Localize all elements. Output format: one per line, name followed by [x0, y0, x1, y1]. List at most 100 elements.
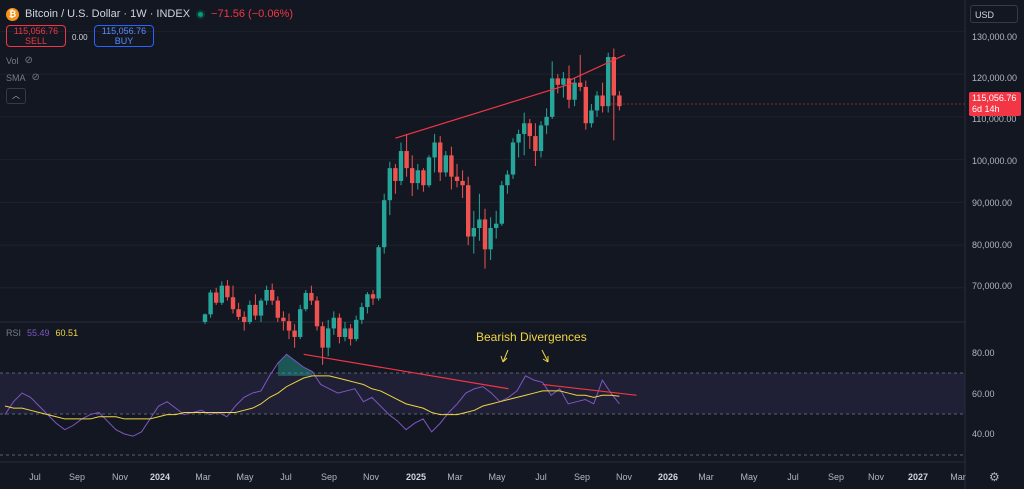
- candle-body: [320, 326, 325, 348]
- time-tick: Mar: [950, 472, 966, 482]
- buy-button[interactable]: 115,056.76 BUY: [94, 25, 154, 47]
- currency-button[interactable]: USD: [970, 5, 1018, 23]
- candle-body: [286, 321, 292, 331]
- symbol-title[interactable]: Bitcoin / U.S. Dollar · 1W · INDEX: [25, 8, 191, 20]
- rsi-legend[interactable]: RSI 55.49 60.51: [6, 328, 78, 338]
- candles: [202, 48, 622, 365]
- candle-body: [230, 297, 236, 310]
- rsi-label: RSI: [6, 328, 22, 338]
- candle-body: [370, 294, 376, 299]
- candle-body: [337, 317, 342, 337]
- candle-body: [606, 57, 611, 107]
- candle-body: [572, 82, 577, 100]
- candle-body: [516, 133, 521, 143]
- collapse-icon[interactable]: ︿: [6, 88, 26, 104]
- price-tick: 110,000.00: [972, 114, 1017, 124]
- candle-body: [202, 314, 208, 322]
- rsi-overbought-fill: [278, 354, 313, 376]
- indicator-vol[interactable]: Vol ⊘: [6, 55, 33, 66]
- candle-body: [510, 142, 516, 175]
- gear-icon[interactable]: ⚙: [989, 470, 1000, 484]
- sell-button[interactable]: 115,056.76 SELL: [6, 25, 66, 47]
- trendline: [303, 353, 509, 390]
- spread-value: 0.00: [72, 33, 88, 42]
- candle-body: [331, 317, 336, 329]
- candle-body: [247, 304, 252, 322]
- candle-body: [617, 95, 622, 107]
- candle-body: [298, 309, 303, 337]
- candle-body: [281, 317, 286, 322]
- candle-body: [292, 330, 297, 337]
- time-tick: Nov: [362, 472, 380, 482]
- candle-body: [527, 123, 532, 137]
- candle-body: [454, 176, 460, 181]
- buy-label: BUY: [114, 36, 134, 46]
- candle-body: [494, 223, 499, 228]
- candle-body: [225, 285, 230, 298]
- candle-body: [359, 307, 364, 320]
- last-price: 115,056.76: [972, 93, 1017, 103]
- candle-body: [600, 95, 605, 107]
- candle-body: [382, 200, 387, 248]
- candle-body: [488, 227, 493, 250]
- time-tick: 2025: [405, 472, 427, 482]
- candle-body: [258, 300, 264, 316]
- market-status-icon: [196, 9, 206, 19]
- bearish-divergence-annotation[interactable]: Bearish Divergences: [476, 330, 587, 344]
- candle-body: [426, 157, 432, 186]
- candle-body: [505, 174, 510, 186]
- rsi-line: [4, 353, 620, 437]
- indicator-sma[interactable]: SMA ⊘: [6, 72, 40, 83]
- candle-body: [522, 123, 527, 134]
- rsi-ma-line: [4, 375, 620, 420]
- time-tick: 2024: [149, 472, 171, 482]
- candle-body: [398, 151, 404, 181]
- candle-body: [314, 300, 320, 327]
- trendlines[interactable]: [303, 54, 637, 396]
- arrow-2: [541, 349, 549, 363]
- symbol-header: ₿ Bitcoin / U.S. Dollar · 1W · INDEX −71…: [6, 6, 293, 22]
- candle-body: [482, 219, 488, 250]
- candle-body: [594, 95, 600, 111]
- rsi-tick: 60.00: [972, 389, 995, 399]
- price-tick: 130,000.00: [972, 32, 1018, 42]
- candle-body: [583, 86, 588, 124]
- eye-hidden-icon[interactable]: ⊘: [31, 72, 40, 83]
- buy-price: 115,056.76: [101, 26, 147, 36]
- candle-body: [303, 292, 308, 310]
- candle-body: [253, 304, 258, 316]
- candle-body: [410, 168, 415, 184]
- time-tick: Nov: [615, 472, 633, 482]
- time-tick: May: [236, 472, 254, 482]
- candle-body: [611, 57, 616, 96]
- candle-body: [538, 125, 544, 152]
- eye-hidden-icon[interactable]: ⊘: [24, 55, 33, 66]
- candle-body: [348, 328, 353, 340]
- candle-body: [460, 180, 465, 186]
- time-tick: Mar: [698, 472, 714, 482]
- candle-body: [561, 78, 566, 85]
- candle-body: [566, 78, 572, 100]
- time-tick: Sep: [573, 472, 591, 482]
- price-tick: 90,000.00: [972, 198, 1013, 208]
- candle-body: [449, 155, 454, 177]
- candle-body: [387, 168, 392, 201]
- trendline: [568, 54, 626, 82]
- trendline: [542, 383, 637, 396]
- grid-lines: [0, 30, 965, 289]
- time-tick: Nov: [867, 472, 885, 482]
- time-tick: Jul: [29, 472, 41, 482]
- candle-body: [578, 82, 583, 87]
- bar-countdown: 6d 14h: [972, 104, 1000, 114]
- price-tick: 70,000.00: [972, 281, 1013, 291]
- rsi-tick: 40.00: [972, 429, 995, 439]
- time-tick: Mar: [447, 472, 463, 482]
- candle-body: [270, 289, 275, 301]
- rsi-lines: [4, 353, 620, 437]
- time-tick: Mar: [195, 472, 211, 482]
- candle-body: [354, 319, 359, 340]
- sma-label: SMA: [6, 72, 26, 83]
- candle-body: [365, 294, 370, 308]
- annotation-arrows: [500, 349, 549, 363]
